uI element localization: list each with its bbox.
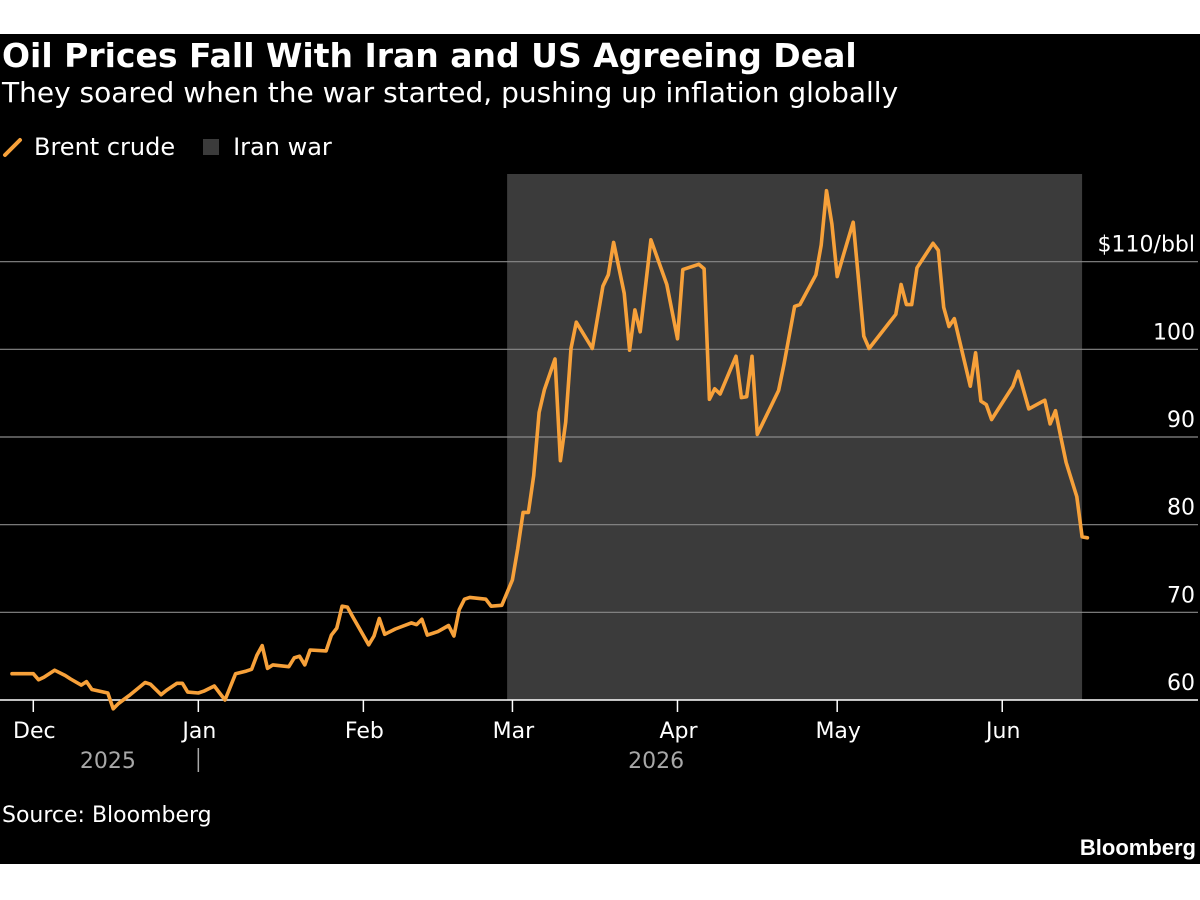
legend: Brent crude Iran war	[2, 132, 360, 162]
y-tick-label-90: 90	[1167, 408, 1195, 433]
brand-logo: Bloomberg	[1079, 835, 1196, 860]
year-label-2026: 2026	[628, 749, 684, 774]
y-tick-label-60: 60	[1167, 671, 1195, 696]
y-tick-label-110: $110/bbl	[1098, 233, 1195, 258]
year-label-2025: 2025	[80, 749, 136, 774]
line-swatch-icon	[3, 138, 22, 157]
x-tick-label-mar: Mar	[493, 719, 535, 744]
y-tick-label-80: 80	[1167, 496, 1195, 521]
chart-subtitle: They soared when the war started, pushin…	[2, 76, 899, 109]
source-note: Source: Bloomberg	[2, 803, 212, 828]
legend-label-brent-crude: Brent crude	[34, 133, 176, 161]
x-tick-label-jun: Jun	[984, 719, 1020, 744]
y-tick-label-70: 70	[1167, 583, 1195, 608]
x-tick-label-apr: Apr	[659, 719, 698, 744]
x-tick-label-jan: Jan	[180, 719, 216, 744]
x-tick-label-may: May	[815, 719, 860, 744]
legend-label-iran-war: Iran war	[233, 133, 332, 161]
chart-title: Oil Prices Fall With Iran and US Agreein…	[2, 36, 857, 75]
legend-item-iran-war: Iran war	[203, 133, 332, 161]
legend-item-brent-crude: Brent crude	[2, 133, 175, 161]
shade-swatch-icon	[203, 139, 220, 155]
x-tick-label-feb: Feb	[345, 719, 384, 744]
y-tick-label-100: 100	[1153, 320, 1195, 345]
line-chart: Dec Jan Feb Mar Apr May Jun 2025 2026 60 70 80 90 10…	[0, 174, 1198, 774]
x-tick-label-dec: Dec	[13, 719, 56, 744]
series-line-brent-crude	[10, 188, 1090, 711]
